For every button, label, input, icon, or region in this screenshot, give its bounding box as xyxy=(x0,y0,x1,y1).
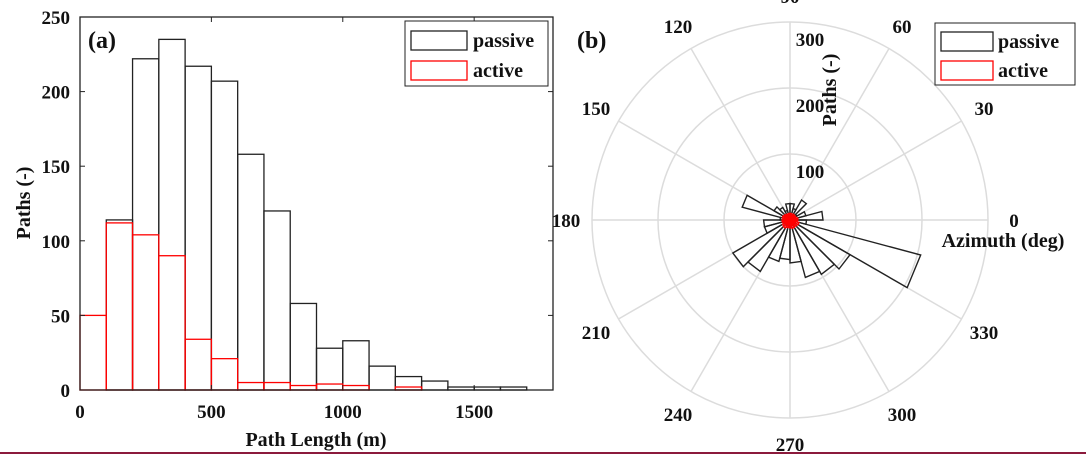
active-bar xyxy=(289,384,318,391)
azimuth-tick-label: 30 xyxy=(974,99,993,120)
active-petal xyxy=(789,219,799,223)
passive-bar xyxy=(289,302,318,391)
passive-petal xyxy=(731,219,791,268)
x-tick-label: 500 xyxy=(197,402,226,423)
passive-bar xyxy=(158,38,186,391)
passive-bars xyxy=(105,38,528,391)
active-petals xyxy=(781,212,800,230)
active-bar xyxy=(105,222,134,391)
active-bar xyxy=(158,255,186,391)
azimuth-tick-label: 180 xyxy=(552,211,581,232)
radial-tick-label: 100 xyxy=(796,162,825,183)
azimuth-tick-label: 270 xyxy=(776,435,805,456)
passive-bar xyxy=(131,58,160,391)
azimuth-tick-label: 120 xyxy=(664,17,693,38)
legend-swatch-active xyxy=(410,60,468,81)
y-axis-label: Paths (-) xyxy=(13,167,35,240)
radial-tick-label: 200 xyxy=(796,96,825,117)
passive-bar xyxy=(368,365,396,391)
passive-petals xyxy=(731,194,922,289)
legend: passive active xyxy=(404,20,549,87)
legend-label-active: active xyxy=(998,60,1048,82)
y-tick-label: 0 xyxy=(61,381,71,402)
panel-a-histogram: 0 500 1000 1500 0 50 100 150 200 250 (a) Path Len… xyxy=(13,8,554,451)
passive-bar xyxy=(420,380,449,391)
panel-label-b: (b) xyxy=(577,28,606,54)
y-tick-label: 150 xyxy=(42,157,71,178)
tick-group: 0 500 1000 1500 0 50 100 150 200 250 xyxy=(42,8,553,423)
y-tick-label: 100 xyxy=(42,232,71,253)
active-bar xyxy=(131,234,160,391)
panel-b-polar-histogram: 0 30 60 90 120 150 180 210 240 270 300 330 100 200 300… xyxy=(552,0,1076,456)
azimuth-tick-label: 150 xyxy=(582,99,611,120)
passive-bar xyxy=(237,153,265,391)
passive-bar xyxy=(184,65,213,391)
radial-tick-label: 300 xyxy=(796,30,825,51)
azimuth-axis-label: Azimuth (deg) xyxy=(942,230,1065,252)
azimuth-tick-label: 90 xyxy=(781,0,800,8)
azimuth-tick-label: 330 xyxy=(970,323,999,344)
active-bar xyxy=(315,383,344,391)
passive-bar xyxy=(342,340,370,391)
passive-petal xyxy=(741,194,791,221)
angular-grid-line xyxy=(789,120,962,221)
y-tick-label: 200 xyxy=(42,83,71,104)
legend: passive active xyxy=(934,22,1076,86)
azimuth-tick-label: 0 xyxy=(1009,211,1019,232)
passive-bar xyxy=(210,80,239,391)
azimuth-tick-label: 240 xyxy=(664,405,693,426)
active-bar xyxy=(79,314,107,391)
legend-swatch-passive xyxy=(410,30,468,51)
axes-box xyxy=(79,16,554,391)
active-bar xyxy=(263,381,291,391)
passive-petal xyxy=(789,219,922,289)
radial-axis-label: Paths (-) xyxy=(819,54,841,127)
legend-label-active: active xyxy=(473,60,523,82)
active-bar xyxy=(184,338,213,391)
legend-label-passive: passive xyxy=(998,31,1059,53)
active-bar xyxy=(342,384,370,391)
azimuth-tick-label: 60 xyxy=(893,17,912,38)
active-bars xyxy=(79,222,423,391)
active-bar xyxy=(210,358,239,391)
x-tick-label: 1500 xyxy=(455,402,493,423)
legend-swatch-passive xyxy=(940,31,994,52)
panel-label-a: (a) xyxy=(88,28,116,54)
azimuth-tick-label: 210 xyxy=(582,323,611,344)
legend-box xyxy=(404,20,549,87)
passive-bar xyxy=(394,375,423,391)
x-axis-label: Path Length (m) xyxy=(245,429,386,451)
angular-grid-line xyxy=(690,48,791,221)
active-bar xyxy=(237,381,265,391)
y-tick-label: 50 xyxy=(51,306,70,327)
azimuth-tick-label: 300 xyxy=(888,405,917,426)
passive-bar xyxy=(105,219,134,391)
y-tick-label: 250 xyxy=(42,8,71,29)
legend-box xyxy=(934,22,1076,86)
polar-tick-labels: 0 30 60 90 120 150 180 210 240 270 300 330 100 200 300 xyxy=(552,0,1019,456)
legend-swatch-active xyxy=(940,60,994,81)
bottom-rule xyxy=(0,452,1086,454)
x-tick-label: 1000 xyxy=(324,402,362,423)
angular-grid-line xyxy=(789,48,890,221)
legend-label-passive: passive xyxy=(473,30,534,52)
passive-bar xyxy=(263,210,291,391)
x-tick-label: 0 xyxy=(75,402,85,423)
